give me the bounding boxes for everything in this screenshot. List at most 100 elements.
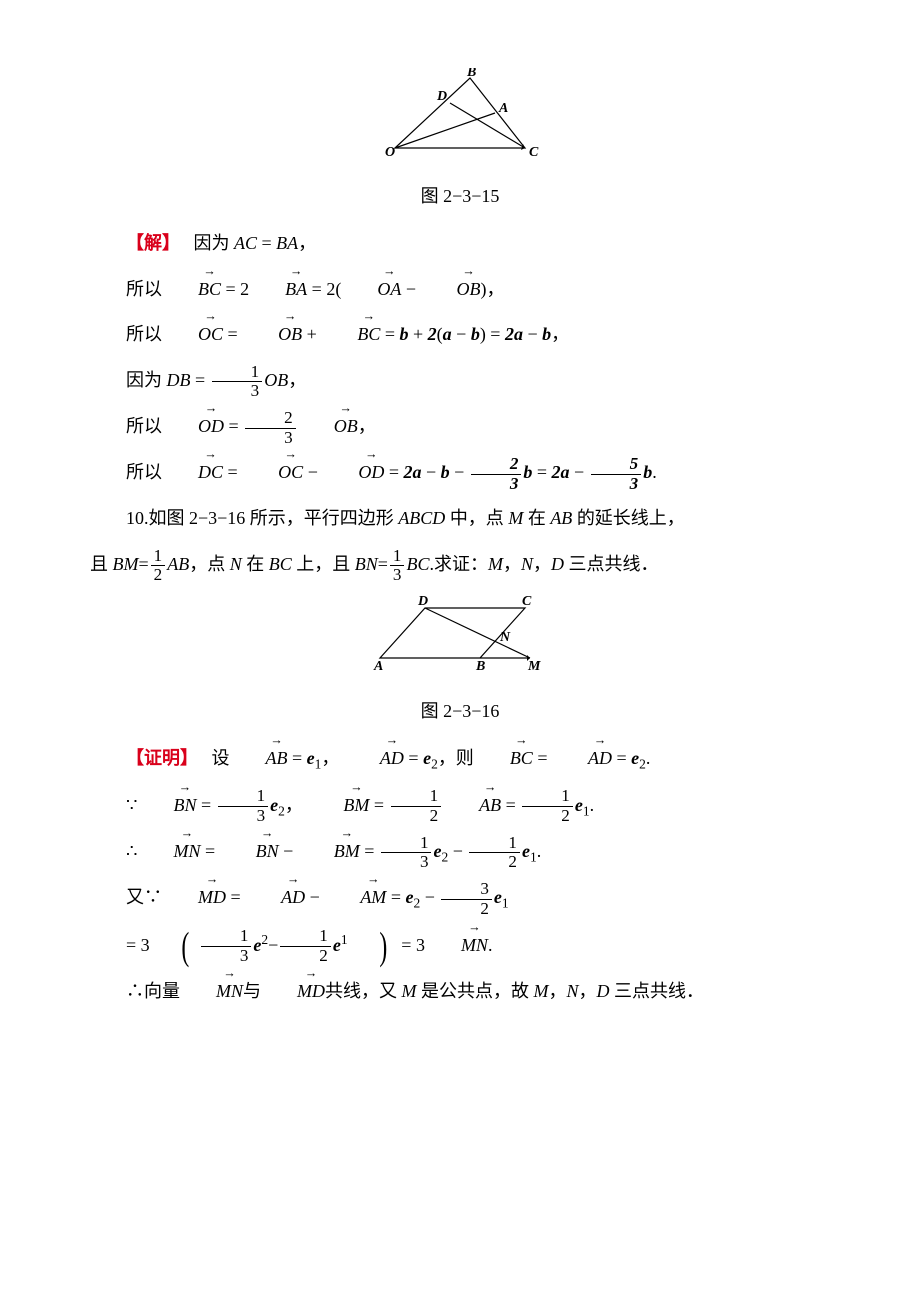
num: 1 bbox=[280, 927, 331, 947]
var: N bbox=[230, 554, 242, 574]
var: N bbox=[567, 981, 579, 1001]
text: 设 bbox=[212, 748, 230, 768]
text: 与 bbox=[243, 981, 261, 1001]
text: 三点共线． bbox=[564, 554, 659, 574]
text: ， bbox=[288, 370, 306, 390]
var: BC bbox=[406, 554, 429, 574]
sol1-line3: 所以OC = OB + BC = b + 2(a − b) = 2a − b， bbox=[90, 315, 830, 355]
text: 中，点 bbox=[445, 508, 508, 528]
text: 所以 bbox=[126, 462, 162, 482]
text: ，点 bbox=[189, 554, 230, 574]
num: 1 bbox=[201, 927, 252, 947]
var: e bbox=[522, 841, 530, 861]
var: M bbox=[402, 981, 417, 1001]
text: . bbox=[652, 462, 657, 482]
den: 2 bbox=[151, 566, 166, 585]
var: b bbox=[643, 462, 652, 482]
var: e bbox=[307, 748, 315, 768]
den: 3 bbox=[381, 853, 432, 872]
sub: 2 bbox=[278, 803, 285, 818]
text: ，则 bbox=[438, 748, 474, 768]
text: ∵ bbox=[126, 795, 137, 815]
var: N bbox=[521, 554, 533, 574]
var: BA bbox=[276, 233, 298, 253]
num: 2 bbox=[428, 324, 437, 344]
var: ABCD bbox=[398, 508, 445, 528]
text: ∴向量 bbox=[126, 981, 180, 1001]
text: 在 bbox=[242, 554, 269, 574]
sub: 2 bbox=[261, 932, 268, 947]
text: 的延长线上， bbox=[572, 508, 685, 528]
vec: AB bbox=[443, 786, 501, 826]
text: 且 bbox=[90, 554, 113, 574]
text: 上，且 bbox=[292, 554, 355, 574]
den: 2 bbox=[522, 807, 573, 826]
var: e bbox=[575, 795, 583, 815]
text: . bbox=[646, 748, 651, 768]
sub: 1 bbox=[583, 803, 590, 818]
figure-1-caption: 图 2−3−15 bbox=[90, 177, 830, 217]
sol1-line6: 所以DC = OC − OD = 22aa − b − 23b = 2a − 5… bbox=[90, 453, 830, 493]
text: 是公共点，故 bbox=[417, 981, 534, 1001]
var: DB bbox=[167, 370, 191, 390]
text: 10.如图 2−3−16 所示，平行四边形 bbox=[126, 508, 398, 528]
text: 在 bbox=[523, 508, 550, 528]
vec: OD bbox=[322, 453, 384, 493]
text: 共线，又 bbox=[325, 981, 402, 1001]
text: ， bbox=[551, 324, 569, 344]
proof-label: 【证明】 bbox=[126, 748, 198, 768]
var: BN bbox=[355, 554, 378, 574]
sub: 2 bbox=[431, 757, 438, 772]
proof-l4: 又∵MD = AD − AM = e2 − 32e1 bbox=[90, 878, 830, 918]
num: 3 bbox=[441, 880, 492, 900]
solution-label: 【解】 bbox=[126, 233, 180, 253]
sub: 2 bbox=[441, 850, 448, 865]
text: .求证： bbox=[429, 554, 488, 574]
svg-text:O: O bbox=[385, 145, 395, 158]
text: 三点共线． bbox=[610, 981, 705, 1001]
num: 1 bbox=[391, 787, 442, 807]
den: 3 bbox=[591, 475, 642, 494]
num: 1 bbox=[522, 787, 573, 807]
text: ， bbox=[298, 233, 316, 253]
var: e bbox=[333, 935, 341, 955]
num: 1 bbox=[381, 834, 432, 854]
num: 1 bbox=[151, 547, 166, 567]
vec: OB bbox=[420, 270, 480, 310]
var: b bbox=[400, 324, 409, 344]
var: M bbox=[508, 508, 523, 528]
svg-text:B: B bbox=[475, 659, 485, 673]
text: 所以 bbox=[126, 324, 162, 344]
text: ， bbox=[358, 416, 376, 436]
sub: 1 bbox=[502, 896, 509, 911]
var: e bbox=[631, 748, 639, 768]
text: . bbox=[488, 935, 493, 955]
var: b bbox=[441, 462, 450, 482]
sub: 1 bbox=[341, 932, 348, 947]
num: 1 bbox=[218, 787, 269, 807]
text: 又∵ bbox=[126, 887, 162, 907]
text: 所以 bbox=[126, 279, 162, 299]
svg-text:C: C bbox=[522, 594, 532, 609]
vec: MN bbox=[425, 926, 488, 966]
var: b bbox=[523, 462, 532, 482]
sub: 1 bbox=[315, 757, 322, 772]
p10-line2: 且 BM=12AB，点 N 在 BC 上，且 BN=13BC.求证：M，N，D … bbox=[90, 545, 830, 585]
text: 因为 bbox=[126, 370, 167, 390]
var: BC bbox=[269, 554, 292, 574]
proof-l2: ∵BN = 13e2， BM = 12AB = 12e1. bbox=[90, 786, 830, 826]
var: e bbox=[494, 887, 502, 907]
vec: AB bbox=[230, 739, 288, 779]
num: 1 bbox=[212, 363, 263, 383]
var: D bbox=[597, 981, 610, 1001]
vec: AD bbox=[552, 739, 612, 779]
svg-text:N: N bbox=[499, 630, 511, 645]
num: 3 bbox=[416, 935, 425, 955]
vec: OB bbox=[242, 315, 302, 355]
num: 2 bbox=[471, 455, 522, 475]
num: 3 bbox=[141, 935, 150, 955]
vec: OC bbox=[242, 453, 303, 493]
svg-text:B: B bbox=[466, 68, 476, 80]
den: 3 bbox=[390, 566, 405, 585]
var: b bbox=[471, 324, 480, 344]
